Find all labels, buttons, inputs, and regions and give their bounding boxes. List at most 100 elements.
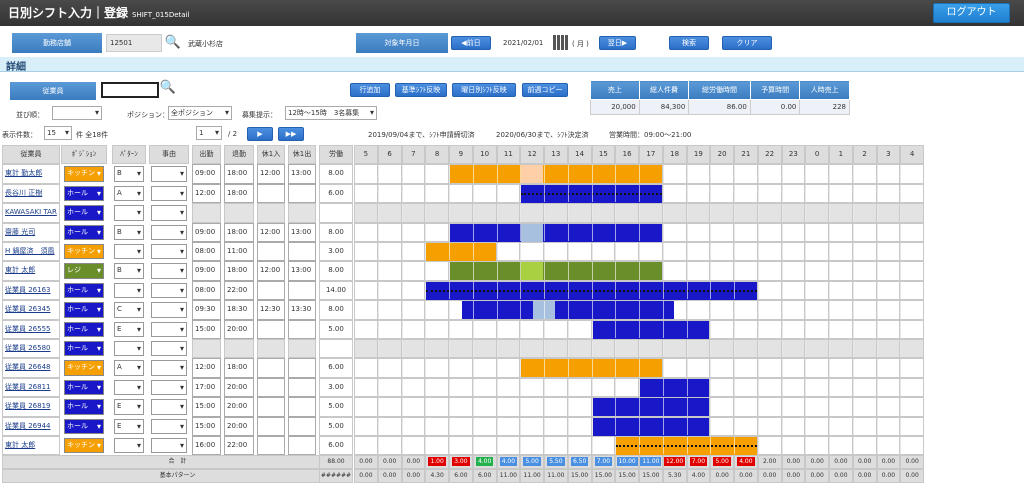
employee-name-link[interactable]: 長谷川 正樹 <box>2 183 60 204</box>
hour-cell[interactable] <box>900 164 924 184</box>
position-select[interactable]: キッチン <box>64 360 104 376</box>
time-end-field[interactable]: 18:00 <box>224 183 254 204</box>
hour-cell[interactable] <box>734 242 758 262</box>
hour-cell[interactable] <box>852 242 877 262</box>
recruit-field[interactable]: 12時～15時 3名募集 <box>285 106 377 120</box>
hour-cell[interactable] <box>852 261 877 281</box>
hour-cell[interactable] <box>662 164 687 184</box>
reason-select[interactable] <box>151 360 187 376</box>
hour-cell[interactable] <box>354 358 378 378</box>
hour-cell[interactable] <box>496 358 521 378</box>
time-start-field[interactable]: 09:30 <box>192 300 221 320</box>
time-end-field[interactable]: 20:00 <box>224 377 254 398</box>
time-b1in-field[interactable] <box>257 280 285 301</box>
hour-cell[interactable] <box>567 203 592 223</box>
hour-cell[interactable] <box>520 339 544 359</box>
hour-cell[interactable] <box>425 164 449 184</box>
copy-prev-week-button[interactable]: 前週コピー <box>522 83 568 97</box>
hour-cell[interactable] <box>449 203 473 223</box>
time-b1in-field[interactable]: 12:00 <box>257 164 285 184</box>
hour-cell[interactable] <box>900 222 924 242</box>
hour-cell[interactable] <box>781 300 806 320</box>
hour-cell[interactable] <box>781 183 806 204</box>
hour-cell[interactable] <box>852 339 877 359</box>
hour-cell[interactable] <box>401 377 426 398</box>
hour-cell[interactable] <box>449 436 473 456</box>
employee-name-link[interactable]: 従業員 26345 <box>2 300 60 320</box>
hour-cell[interactable] <box>781 358 806 378</box>
employee-name-link[interactable]: 従業員 26555 <box>2 319 60 339</box>
hour-cell[interactable] <box>544 339 568 359</box>
hour-cell[interactable] <box>781 377 806 398</box>
hour-cell[interactable] <box>662 339 687 359</box>
employee-name-link[interactable]: 従業員 26648 <box>2 358 60 378</box>
hour-cell[interactable] <box>377 203 402 223</box>
time-b1out-field[interactable] <box>288 280 316 301</box>
hour-cell[interactable] <box>734 203 758 223</box>
hour-cell[interactable] <box>496 242 521 262</box>
hour-cell[interactable] <box>377 358 402 378</box>
time-b1in-field[interactable] <box>257 416 285 436</box>
break-bar[interactable] <box>521 262 543 281</box>
prev-day-button[interactable]: ◀前日 <box>451 36 491 50</box>
hour-cell[interactable] <box>449 339 473 359</box>
position-select[interactable]: ホール <box>64 321 104 337</box>
hour-cell[interactable] <box>829 242 853 262</box>
shift-bar[interactable] <box>592 320 710 339</box>
pattern-select[interactable]: B <box>114 263 144 279</box>
hour-cell[interactable] <box>520 416 544 436</box>
clear-button[interactable]: クリア <box>722 36 772 50</box>
employee-name-link[interactable]: 従業員 26163 <box>2 280 60 301</box>
last-page-button[interactable]: ▶▶ <box>278 127 304 141</box>
hour-cell[interactable] <box>662 183 687 204</box>
hour-cell[interactable] <box>805 183 829 204</box>
hour-cell[interactable] <box>544 377 568 398</box>
hour-cell[interactable] <box>567 242 592 262</box>
hour-cell[interactable] <box>686 183 711 204</box>
hour-cell[interactable] <box>900 397 924 417</box>
time-end-field[interactable] <box>224 339 254 359</box>
hour-cell[interactable] <box>805 416 829 436</box>
time-end-field[interactable]: 18:00 <box>224 358 254 378</box>
hour-cell[interactable] <box>876 203 901 223</box>
pattern-select[interactable]: B <box>114 166 144 182</box>
hour-cell[interactable] <box>686 300 711 320</box>
time-end-field[interactable]: 22:00 <box>224 280 254 301</box>
time-b1in-field[interactable]: 12:00 <box>257 261 285 281</box>
hour-cell[interactable] <box>567 397 592 417</box>
hour-cell[interactable] <box>449 377 473 398</box>
reason-select[interactable] <box>151 438 187 454</box>
time-b1out-field[interactable] <box>288 183 316 204</box>
hour-cell[interactable] <box>852 416 877 436</box>
hour-cell[interactable] <box>734 164 758 184</box>
employee-name-link[interactable]: 東計 勤太郎 <box>2 164 60 184</box>
position-select[interactable]: ホール <box>64 205 104 221</box>
time-b1out-field[interactable] <box>288 397 316 417</box>
time-b1out-field[interactable] <box>288 242 316 262</box>
shift-bar[interactable] <box>450 165 662 184</box>
hour-cell[interactable] <box>876 242 901 262</box>
position-select[interactable]: レジ <box>64 263 104 279</box>
hour-cell[interactable] <box>615 203 639 223</box>
hour-cell[interactable] <box>757 358 782 378</box>
time-start-field[interactable]: 08:00 <box>192 242 221 262</box>
hour-cell[interactable] <box>472 358 497 378</box>
hour-cell[interactable] <box>710 164 734 184</box>
hour-cell[interactable] <box>829 377 853 398</box>
hour-cell[interactable] <box>900 183 924 204</box>
break-bar[interactable] <box>521 165 543 184</box>
time-start-field[interactable]: 09:00 <box>192 164 221 184</box>
date-value[interactable]: 2021/02/01 <box>503 39 544 47</box>
hour-cell[interactable] <box>757 261 782 281</box>
hour-cell[interactable] <box>377 261 402 281</box>
time-end-field[interactable]: 18:30 <box>224 300 254 320</box>
hour-cell[interactable] <box>876 300 901 320</box>
time-start-field[interactable]: 08:00 <box>192 280 221 301</box>
time-b1in-field[interactable] <box>257 358 285 378</box>
hour-cell[interactable] <box>377 436 402 456</box>
position-select[interactable]: ホール <box>64 185 104 202</box>
hour-cell[interactable] <box>734 358 758 378</box>
hour-cell[interactable] <box>354 222 378 242</box>
time-start-field[interactable]: 09:00 <box>192 222 221 242</box>
hour-cell[interactable] <box>354 203 378 223</box>
